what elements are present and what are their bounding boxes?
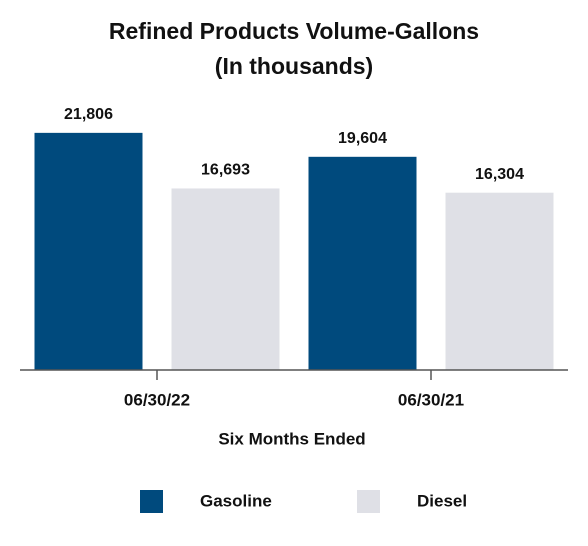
value-label: 16,693 xyxy=(201,162,250,179)
chart-title: Refined Products Volume-Gallons xyxy=(109,18,479,44)
bar xyxy=(171,188,280,370)
value-label: 21,806 xyxy=(64,106,113,123)
value-label: 19,604 xyxy=(338,130,387,147)
bar xyxy=(34,132,143,370)
legend-swatch xyxy=(357,490,380,513)
legend-label: Gasoline xyxy=(200,491,272,510)
x-axis-label: Six Months Ended xyxy=(218,429,365,448)
chart-subtitle: (In thousands) xyxy=(215,53,373,79)
legend-label: Diesel xyxy=(417,491,467,510)
x-tick-label: 06/30/22 xyxy=(124,390,190,409)
x-tick-label: 06/30/21 xyxy=(398,390,464,409)
legend-swatch xyxy=(140,490,163,513)
bar xyxy=(308,156,417,370)
value-label: 16,304 xyxy=(475,166,524,183)
bar xyxy=(445,192,554,370)
